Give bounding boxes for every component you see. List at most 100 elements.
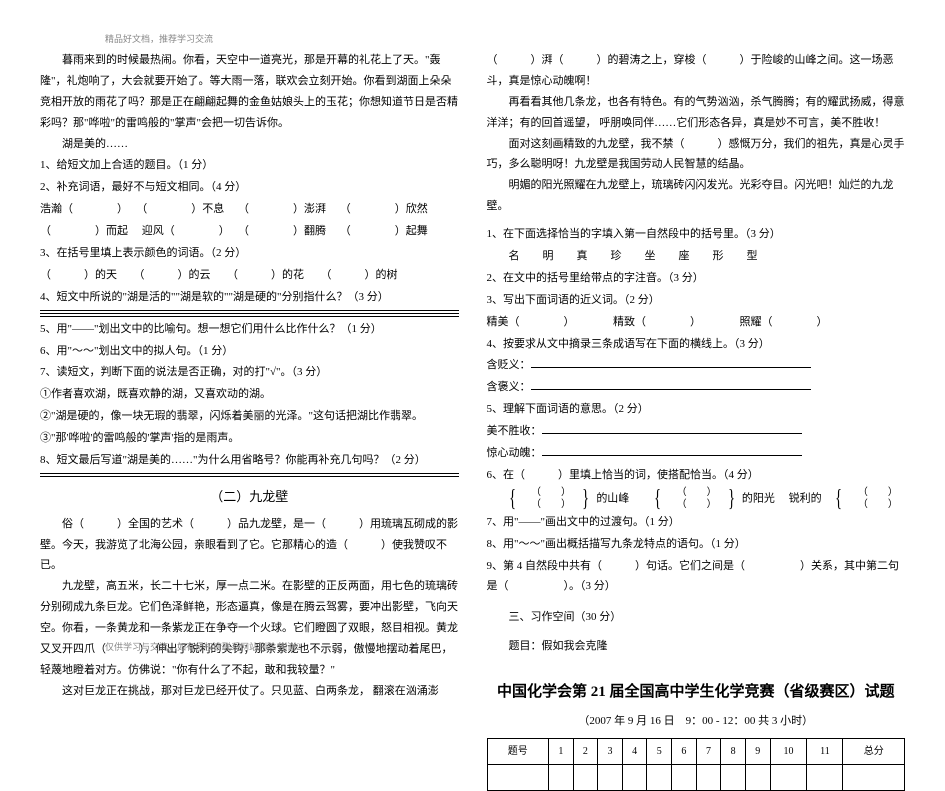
cont-2: 再看看其他几条龙，也各有特色。有的气势汹汹，杀气腾腾；有的耀武扬威，得意洋洋；有… [487,92,906,134]
r-q2: 2、在文中的括号里给带点的字注音。（3 分） [487,268,906,289]
td [807,764,843,790]
th-total: 总分 [843,738,905,764]
r-q4-2: 含褒义： [487,377,906,398]
r-q8: 8、用"～～"画出概括描写九条龙特点的语句。（1 分） [487,534,906,555]
score-table: 题号 1 2 3 4 5 6 7 8 9 10 11 总分 [487,738,906,791]
page-columns: 暮雨来到的时候最热闹。你看，天空中一道亮光，那是开幕的礼花上了天。"轰隆"，礼炮… [40,50,905,791]
answer-line [40,316,459,317]
td [672,764,697,790]
right-column: （ ）湃（ ）的碧涛之上，穿梭（ ）于险峻的山峰之间。这一场恶斗，真是惊心动魄啊… [487,50,906,791]
td [696,764,721,790]
r-q5-1-label: 美不胜收： [487,425,542,437]
td [745,764,770,790]
td [573,764,598,790]
brace-group-3: { （ ）（ ） [824,487,898,511]
r-q4: 4、按要求从文中摘录三条成语写在下面的横线上。（3 分） [487,334,906,355]
answer-line [40,473,459,474]
td [549,764,574,790]
q7: 7、读短文，判断下面的说法是否正确，对的打"√"。（3 分） [40,362,459,383]
r-q3-row: 精美（ ） 精致（ ） 照耀（ ） [487,312,906,333]
blank [531,378,811,390]
cont-1: （ ）湃（ ）的碧涛之上，穿梭（ ）于险峻的山峰之间。这一场恶斗，真是惊心动魄啊… [487,50,906,92]
passage-1-tail: 湖是美的…… [40,134,459,155]
r-q4-2-label: 含褒义： [487,381,531,393]
r-q5: 5、理解下面词语的意思。（2 分） [487,399,906,420]
r-q1: 1、在下面选择恰当的字填入第一自然段中的括号里。（3 分） [487,224,906,245]
td [843,764,905,790]
q5: 5、用"——"划出文中的比喻句。想一想它们用什么比作什么？（1 分） [40,319,459,340]
th-11: 11 [807,738,843,764]
th-5: 5 [647,738,672,764]
r-q4-1-label: 含贬义： [487,359,531,371]
header-note: 精品好文档，推荐学习交流 [105,32,213,45]
brace-left-icon: { [829,493,843,505]
q2-row1: 浩瀚（ ） （ ）不息 （ ）澎湃 （ ）欣然 [40,199,459,220]
blank [531,356,811,368]
r-q1-options: 名 明 真 珍 坐 座 形 型 [487,246,906,267]
r-q6-braces: { （ ）（ ） } 的山峰 { （ ）（ ） } 的阳光 锐利的 { （ ）（… [487,487,906,511]
q6: 6、用"～～"划出文中的拟人句。（1 分） [40,341,459,362]
section-3-topic: 题目：假如我会克隆 [487,636,906,657]
q7-3: ③"那'哗啦'的雷鸣般的'掌声'指的是雨声。 [40,428,459,449]
answer-line [40,310,459,311]
r-q6-r2: 锐利的 [789,492,822,504]
r-q5-2: 惊心动魄： [487,443,906,464]
q2-1b: （ ）不息 [136,203,224,215]
passage2-p1: 俗（ ）全国的艺术（ ）品九龙壁，是一（ ）用琉璃瓦砌成的影壁。今天，我游览了北… [40,514,459,577]
brace-group-2: { （ ）（ ） } [643,487,739,511]
answer-line [40,476,459,477]
r-q5-2-label: 惊心动魄： [487,447,542,459]
q2: 2、补充词语，最好不与短文相同。（4 分） [40,177,459,198]
th-10: 10 [770,738,807,764]
th-8: 8 [721,738,746,764]
passage2-p2: 九龙壁，高五米，长二十七米，厚一点二米。在影壁的正反两面，用七色的琉璃砖分别砌成… [40,576,459,680]
r-q9: 9、第 4 自然段中共有（ ）句话。它们之间是（ ）关系，其中第二句是（ ）。（… [487,556,906,598]
r-q6-mid: 的山峰 [596,492,629,504]
table-row [487,764,905,790]
q2-1a: 浩瀚（ ） [40,203,123,215]
q4: 4、短文中所说的"湖是活的""湖是软的""湖是硬的"分别指什么？（3 分） [40,287,459,308]
th-4: 4 [622,738,647,764]
td [721,764,746,790]
contest-title: 中国化学会第 21 届全国高中学生化学竞赛（省级赛区）试题 [487,678,906,707]
q2-1c: （ ）澎湃 [238,203,326,215]
q2-1d: （ ）欣然 [340,203,428,215]
q7-2: ②"湖是硬的，像一块无瑕的翡翠，闪烁着美丽的光泽。"这句话把湖比作翡翠。 [40,406,459,427]
th-6: 6 [672,738,697,764]
q2-2b: 迎风（ ） [142,225,225,237]
r-q3: 3、写出下面词语的近义词。（2 分） [487,290,906,311]
q2-row2: （ ）而起 迎风（ ） （ ）翻腾 （ ）起舞 [40,221,459,242]
r-q4-1: 含贬义： [487,355,906,376]
passage2-p3: 这对巨龙正在挑战，那对巨龙已经开仗了。只见蓝、白两条龙， 翻滚在汹涌澎 [40,681,459,702]
contest-date: （2007 年 9 月 16 日 9：00 - 12：00 共 3 小时） [487,711,906,732]
q3-row: （ ）的天 （ ）的云 （ ）的花 （ ）的树 [40,265,459,286]
r-q5-1: 美不胜收： [487,421,906,442]
th-0: 题号 [487,738,549,764]
q7-1: ①作者喜欢湖，既喜欢静的湖，又喜欢动的湖。 [40,384,459,405]
section-3: 三、习作空间（30 分） [487,607,906,628]
section-2-title: （二）九龙壁 [40,485,459,510]
q1: 1、给短文加上合适的题目。（1 分） [40,155,459,176]
cont-4: 明媚的阳光照耀在九龙壁上，琉璃砖闪闪发光。光彩夺目。闪光吧！灿烂的九龙壁。 [487,175,906,217]
cont-3: 面对这刻画精致的九龙壁，我不禁（ ）感慨万分，我们的祖先，真是心灵手巧，多么聪明… [487,134,906,176]
brace-left-icon: { [648,493,662,505]
q2-2c: （ ）翻腾 [238,225,326,237]
brace-group-1: { （ ）（ ） } [498,487,594,511]
q3: 3、在括号里填上表示颜色的词语。（2 分） [40,243,459,264]
brace-left-icon: { [502,493,516,505]
blank [542,422,802,434]
td [622,764,647,790]
q8: 8、短文最后写道"湖是美的……"为什么用省略号？你能再补充几句吗？（2 分） [40,450,459,471]
th-9: 9 [745,738,770,764]
brace-right-icon: } [721,493,735,505]
th-1: 1 [549,738,574,764]
table-row: 题号 1 2 3 4 5 6 7 8 9 10 11 总分 [487,738,905,764]
brace-right-icon: } [576,493,590,505]
answer-line [40,313,459,314]
passage-1: 暮雨来到的时候最热闹。你看，天空中一道亮光，那是开幕的礼花上了天。"轰隆"，礼炮… [40,50,459,134]
th-7: 7 [696,738,721,764]
r-q6-r1: 的阳光 [742,492,775,504]
q2-2d: （ ）起舞 [340,225,428,237]
th-2: 2 [573,738,598,764]
th-3: 3 [598,738,623,764]
